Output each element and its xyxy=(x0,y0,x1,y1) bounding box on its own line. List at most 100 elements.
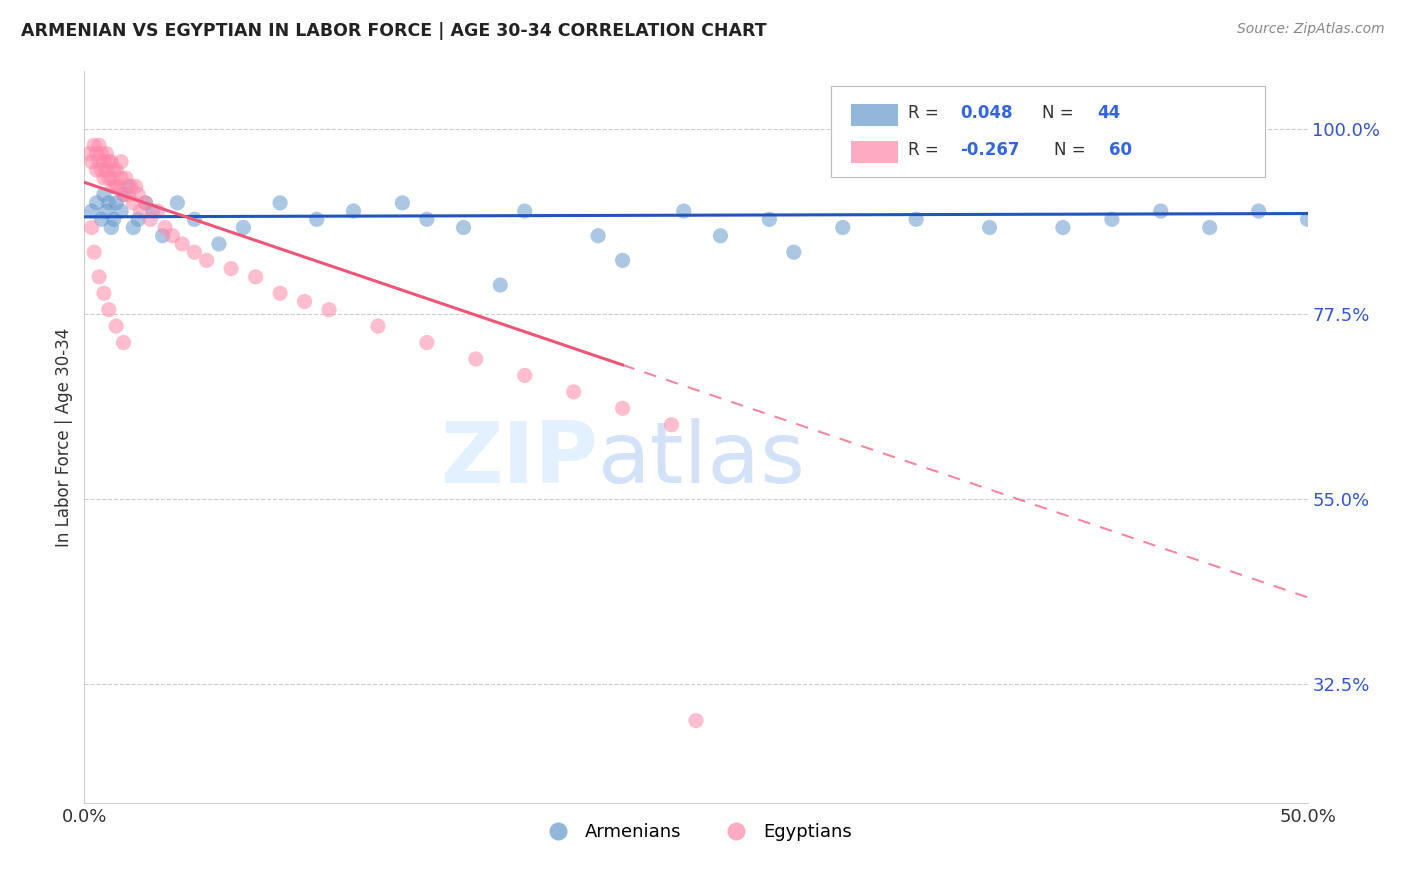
Text: 0.048: 0.048 xyxy=(960,104,1012,122)
Point xyxy=(100,220,122,235)
Point xyxy=(105,163,128,178)
Point xyxy=(135,195,157,210)
Point xyxy=(110,171,132,186)
Point xyxy=(96,204,118,219)
Point xyxy=(183,212,205,227)
Point xyxy=(125,179,148,194)
Point xyxy=(453,220,475,235)
Point xyxy=(120,179,142,194)
Point xyxy=(112,187,135,202)
Point xyxy=(105,195,128,210)
Point xyxy=(117,187,139,202)
Point xyxy=(97,154,120,169)
Point xyxy=(97,302,120,317)
Point xyxy=(105,319,128,334)
Text: N =: N = xyxy=(1054,141,1091,159)
Point xyxy=(1052,220,1074,235)
Point xyxy=(86,163,108,178)
Point xyxy=(342,204,364,219)
Point xyxy=(905,212,928,227)
Point xyxy=(1198,220,1220,235)
Point xyxy=(86,195,108,210)
Point xyxy=(1296,212,1319,227)
Point xyxy=(127,187,149,202)
Point xyxy=(129,204,152,219)
FancyBboxPatch shape xyxy=(851,104,898,127)
Point xyxy=(269,195,291,210)
Point xyxy=(162,228,184,243)
Point xyxy=(103,212,125,227)
Text: 60: 60 xyxy=(1109,141,1132,159)
Point xyxy=(100,154,122,169)
Point xyxy=(96,163,118,178)
Point xyxy=(1247,204,1270,219)
Point xyxy=(100,171,122,186)
Text: -0.267: -0.267 xyxy=(960,141,1019,159)
Point xyxy=(122,195,145,210)
Point xyxy=(489,278,512,293)
Text: ZIP: ZIP xyxy=(440,417,598,500)
Point xyxy=(83,138,105,153)
Point xyxy=(183,245,205,260)
Legend: Armenians, Egyptians: Armenians, Egyptians xyxy=(533,816,859,848)
Text: atlas: atlas xyxy=(598,417,806,500)
Point xyxy=(117,179,139,194)
Point xyxy=(208,236,231,251)
Point xyxy=(127,212,149,227)
Point xyxy=(135,195,157,210)
Point xyxy=(146,204,169,219)
Point xyxy=(152,228,174,243)
Point xyxy=(83,245,105,260)
Point xyxy=(586,228,609,243)
Point xyxy=(562,384,585,399)
Point xyxy=(153,220,176,235)
Text: Source: ZipAtlas.com: Source: ZipAtlas.com xyxy=(1237,22,1385,37)
Point xyxy=(96,146,118,161)
Point xyxy=(105,179,128,194)
Point xyxy=(87,154,110,169)
Point xyxy=(195,253,218,268)
Point xyxy=(87,138,110,153)
Point xyxy=(80,154,103,169)
Point xyxy=(831,220,853,235)
Point xyxy=(80,220,103,235)
Point xyxy=(709,228,731,243)
Point xyxy=(80,204,103,219)
Point xyxy=(77,146,100,161)
Point xyxy=(612,253,634,268)
Point xyxy=(90,212,112,227)
Point xyxy=(685,714,707,728)
Point xyxy=(107,179,129,194)
Point xyxy=(672,204,695,219)
Point xyxy=(139,212,162,227)
Point xyxy=(318,302,340,317)
FancyBboxPatch shape xyxy=(851,141,898,163)
Point xyxy=(90,146,112,161)
Point xyxy=(269,286,291,301)
Point xyxy=(758,212,780,227)
Point xyxy=(172,236,194,251)
Text: R =: R = xyxy=(908,104,943,122)
Point xyxy=(416,212,439,227)
Point xyxy=(294,294,316,309)
Point xyxy=(97,171,120,186)
Point xyxy=(93,187,115,202)
Point xyxy=(245,269,267,284)
Point xyxy=(367,319,389,334)
Point xyxy=(112,187,135,202)
Point xyxy=(90,163,112,178)
Point xyxy=(513,204,536,219)
Point xyxy=(1101,212,1123,227)
Point xyxy=(464,351,486,366)
Point xyxy=(122,220,145,235)
Text: 44: 44 xyxy=(1097,104,1121,122)
Point xyxy=(391,195,413,210)
Point xyxy=(93,154,115,169)
Point xyxy=(115,171,138,186)
Point xyxy=(166,195,188,210)
Point xyxy=(513,368,536,383)
Text: ARMENIAN VS EGYPTIAN IN LABOR FORCE | AGE 30-34 CORRELATION CHART: ARMENIAN VS EGYPTIAN IN LABOR FORCE | AG… xyxy=(21,22,766,40)
Point xyxy=(142,204,165,219)
Point xyxy=(416,335,439,350)
Point xyxy=(1150,204,1173,219)
